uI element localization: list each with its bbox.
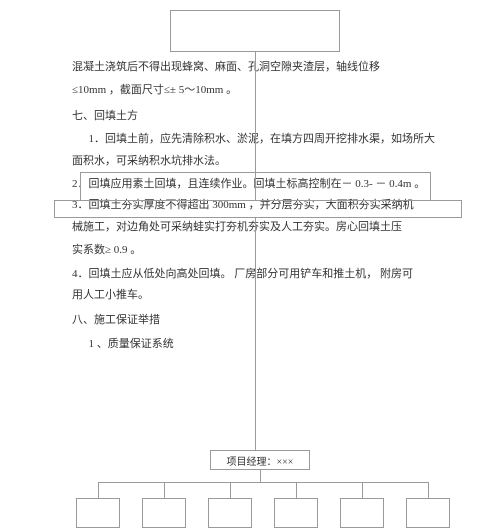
text: ≤10mm ，截面尺寸≤± 5～10mm 。 <box>72 84 237 96</box>
text: 实系数≥ 0.9 。 <box>72 244 141 256</box>
para-concrete-1: 混凝土浇筑后不得出现蜂窝、麻面、孔洞空隙夹渣层，轴线位移 <box>72 60 452 75</box>
text: 项目经理：××× <box>227 457 294 468</box>
heading-8: 八、施工保证举措 <box>72 313 452 328</box>
text: 八、施工保证举措 <box>72 314 160 326</box>
org-leaf-drop-5 <box>428 482 429 498</box>
para-7-4a: 4．回填土应从低处向高处回填。 厂房部分可用铲车和推土机， 附房可 <box>72 267 452 282</box>
org-leaf-drop-0 <box>98 482 99 498</box>
org-leaf-box-3 <box>274 498 318 528</box>
text: 1．回填土前，应先清除积水、淤泥，在填方四周开挖排水渠，如场所大 <box>89 133 436 145</box>
para-7-4b: 用人工小推车。 <box>72 288 452 303</box>
para-7-1a: 1．回填土前，应先清除积水、淤泥，在填方四周开挖排水渠，如场所大 <box>72 132 452 147</box>
org-main-stem-upper <box>255 52 256 200</box>
org-leaf-box-5 <box>406 498 450 528</box>
para-7-2: 2．回填应用素土回填，且连续作业。回填土标高控制在－ 0.3- － 0.4m 。 <box>72 177 452 192</box>
text: 4．回填土应从低处向高处回填。 厂房部分可用铲车和推土机， 附房可 <box>72 268 413 280</box>
project-manager-label: 项目经理：××× <box>210 453 310 468</box>
org-leaf-box-0 <box>76 498 120 528</box>
text: 1 、质量保证系统 <box>89 338 174 350</box>
org-upper-left-drop <box>80 172 81 200</box>
org-top-box <box>170 10 340 52</box>
org-pm-drop <box>260 470 261 482</box>
para-7-3c: 实系数≥ 0.9 。 <box>72 243 452 258</box>
text: 面积水，可采纳积水坑排水法。 <box>72 155 226 167</box>
para-7-1b: 面积水，可采纳积水坑排水法。 <box>72 154 452 169</box>
text: 械施工，对边角处可采纳蛙实打夯机夯实及人工夯实。房心回填土压 <box>72 221 402 233</box>
org-mid-box <box>54 200 462 218</box>
text: 2．回填应用素土回填，且连续作业。回填土标高控制在－ 0.3- － 0.4m 。 <box>72 178 425 190</box>
org-leaf-box-2 <box>208 498 252 528</box>
text: 混凝土浇筑后不得出现蜂窝、麻面、孔洞空隙夹渣层，轴线位移 <box>72 61 380 73</box>
org-upper-right-drop <box>430 172 431 200</box>
text: 用人工小推车。 <box>72 289 149 301</box>
org-leaf-drop-3 <box>296 482 297 498</box>
org-leaf-box-1 <box>142 498 186 528</box>
org-leaf-drop-4 <box>362 482 363 498</box>
para-concrete-2: ≤10mm ，截面尺寸≤± 5～10mm 。 <box>72 83 452 98</box>
org-leaf-box-4 <box>340 498 384 528</box>
org-leaf-drop-2 <box>230 482 231 498</box>
org-upper-crossbar <box>80 172 430 173</box>
para-8-1: 1 、质量保证系统 <box>72 337 452 352</box>
org-main-stem-lower <box>255 218 256 450</box>
para-7-3b: 械施工，对边角处可采纳蛙实打夯机夯实及人工夯实。房心回填土压 <box>72 220 452 235</box>
heading-7: 七、回填土方 <box>72 109 452 124</box>
org-leaf-drop-1 <box>164 482 165 498</box>
org-bottom-crossbar <box>98 482 428 483</box>
text: 七、回填土方 <box>72 110 138 122</box>
